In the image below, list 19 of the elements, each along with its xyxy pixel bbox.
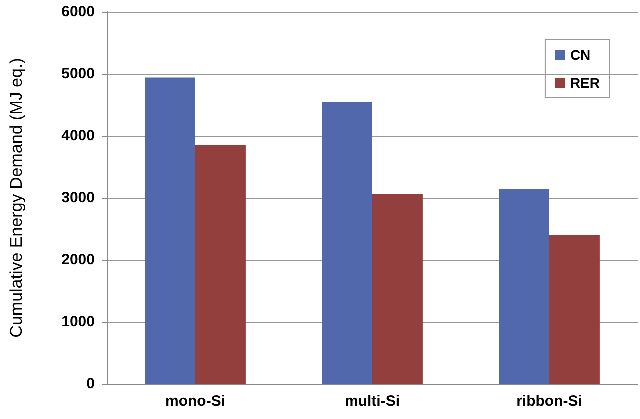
bar [499,189,550,384]
x-tick-label: mono-Si [166,393,226,410]
y-tick-label: 6000 [62,4,95,20]
x-tick-label: ribbon-Si [516,393,582,410]
y-tick-label: 2000 [62,252,95,268]
y-tick-label: 3000 [62,190,95,206]
bar [322,102,372,384]
bar [145,78,196,384]
y-axis-title: Cumulative Energy Demand (MJ eq.) [7,58,26,338]
y-tick-label: 1000 [62,314,95,330]
y-tick-label: 0 [86,376,95,392]
bar [372,194,423,384]
bar [550,235,600,384]
bar [196,145,246,384]
y-tick-label: 4000 [62,128,95,144]
x-tick-label: multi-Si [345,393,400,410]
y-tick-label: 5000 [62,66,95,82]
legend-label: RER [570,75,600,91]
legend-label: CN [570,47,591,63]
